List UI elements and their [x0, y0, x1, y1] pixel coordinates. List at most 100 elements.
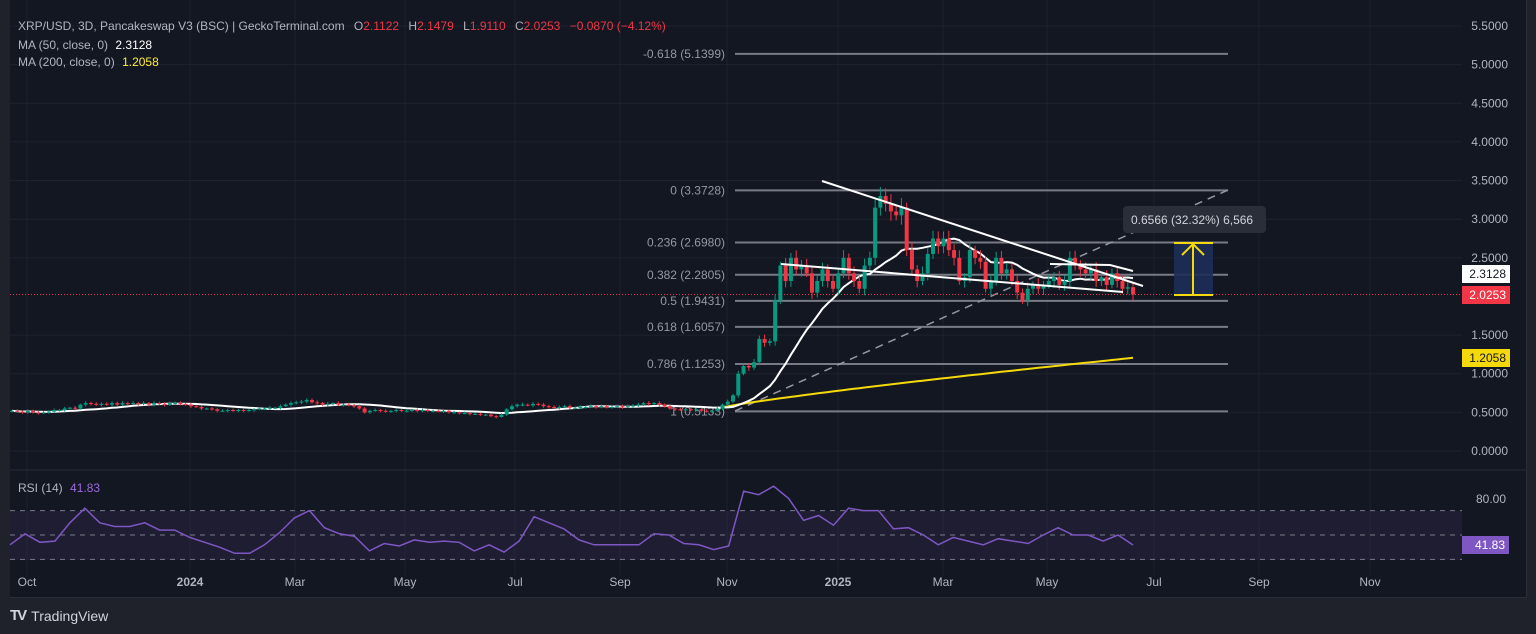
candle-body [383, 410, 388, 412]
candle-body [546, 406, 551, 408]
candle-body [10, 410, 14, 412]
candle-body [525, 404, 530, 406]
candle-body [509, 406, 514, 410]
rsi-value-tag [1462, 536, 1509, 554]
candle-body [104, 403, 109, 405]
price-axis[interactable]: 5.5000 5.0000 4.5000 4.0000 3.5000 3.0000 2.50… [1471, 19, 1508, 458]
time-axis[interactable]: Oct 2024 Mar May Jul Sep Nov 2025 Mar May Jul Sep No… [18, 575, 1381, 589]
chart-panel[interactable] [10, 0, 1527, 598]
candle-body [1020, 292, 1025, 301]
fib-level-label: 0 (3.3728) [670, 183, 725, 197]
candle-body [878, 196, 883, 208]
ma200-legend[interactable]: MA (200, close, 0) 1.2058 [18, 55, 159, 69]
ma200-line[interactable] [716, 356, 1134, 410]
rsi-legend[interactable]: RSI (14) 41.83 [18, 481, 100, 495]
time-tick: Jul [507, 575, 522, 589]
candle-body [457, 412, 462, 414]
candle-body [715, 408, 720, 411]
candle-body [688, 409, 693, 411]
time-tick: Nov [716, 575, 737, 589]
candle-body [573, 407, 578, 409]
time-tick: 2025 [825, 575, 852, 589]
measure-label: 0.6566 (32.32%) 6,566 [1131, 213, 1253, 227]
candle-body [25, 410, 30, 413]
candle-body [957, 257, 962, 282]
candle-body [557, 406, 562, 408]
candle-body [341, 404, 346, 406]
candle-body [978, 257, 983, 262]
price-range-measure[interactable] [1174, 242, 1213, 296]
candle-body [873, 207, 878, 258]
low-value: 1.9110 [469, 19, 506, 33]
candle-body [231, 410, 236, 412]
candle-body [799, 265, 804, 270]
candle-body [325, 403, 330, 405]
candle-body [646, 403, 651, 405]
candle-body [562, 406, 567, 408]
candle-body [862, 265, 867, 289]
candle-body [209, 408, 214, 410]
close-label: C [514, 19, 524, 33]
ma50-line[interactable] [11, 237, 1134, 415]
price-tick: 4.0000 [1471, 135, 1508, 149]
candle-body [1078, 265, 1083, 270]
candle-body [462, 413, 467, 415]
candle-body [1015, 281, 1020, 293]
candle-body [815, 281, 820, 293]
candle-body [541, 404, 546, 407]
last-price-label: 2.0253 [1469, 288, 1506, 302]
candle-body [1125, 287, 1130, 289]
candle-body [283, 404, 288, 407]
candle-body [636, 404, 641, 406]
last-price-tag [1462, 286, 1510, 304]
candle-body [941, 238, 946, 247]
high-label: H [408, 19, 418, 33]
candle-body [94, 403, 99, 405]
price-tick: 5.5000 [1471, 19, 1508, 33]
candle-body [252, 409, 257, 411]
candle-body [394, 410, 399, 412]
symbol-legend[interactable]: XRP/USD, 3D, Pancakeswap V3 (BSC) | Geck… [18, 19, 666, 33]
time-tick: Jul [1146, 575, 1161, 589]
time-tick: 2024 [177, 575, 204, 589]
tradingview-logo[interactable]: TV TradingView [10, 607, 108, 624]
candle-body [520, 404, 525, 406]
rsi-tick-80: 80.00 [1476, 492, 1506, 506]
trendline-lower[interactable] [780, 263, 1124, 293]
fib-level-label: 0.236 (2.6980) [647, 236, 725, 250]
price-tick: 2.5000 [1471, 251, 1508, 265]
candle-body [1104, 277, 1109, 285]
candle-body [194, 406, 199, 408]
candle-body [488, 414, 493, 417]
candle-body [399, 410, 404, 412]
candle-body [46, 411, 51, 413]
time-tick: Mar [933, 575, 954, 589]
candle-body [115, 403, 120, 405]
channel-line[interactable] [1049, 263, 1134, 272]
candle-body [678, 409, 683, 411]
candle-body [299, 401, 304, 403]
candle-body [920, 273, 925, 282]
ma200-price-label: 1.2058 [1469, 351, 1506, 365]
candle-body [141, 403, 146, 405]
candle-body [857, 281, 862, 289]
candle-body [983, 261, 988, 289]
candle-body [794, 257, 799, 270]
candle-body [1052, 277, 1057, 282]
candle-body [246, 410, 251, 412]
candle-body [67, 407, 72, 409]
candle-body [378, 410, 383, 412]
candle-body [746, 366, 751, 368]
candle-body [657, 403, 662, 405]
candle-body [946, 238, 951, 251]
rsi-line[interactable] [9, 485, 1134, 555]
trendline-upper[interactable] [821, 180, 1144, 287]
ma50-legend[interactable]: MA (50, close, 0) 2.3128 [18, 38, 152, 52]
candle-body [241, 410, 246, 412]
candle-body [220, 410, 225, 412]
tradingview-logo-icon: TV [10, 607, 27, 624]
candle-body [904, 207, 909, 251]
candle-body [762, 338, 767, 343]
candle-body [31, 410, 36, 413]
